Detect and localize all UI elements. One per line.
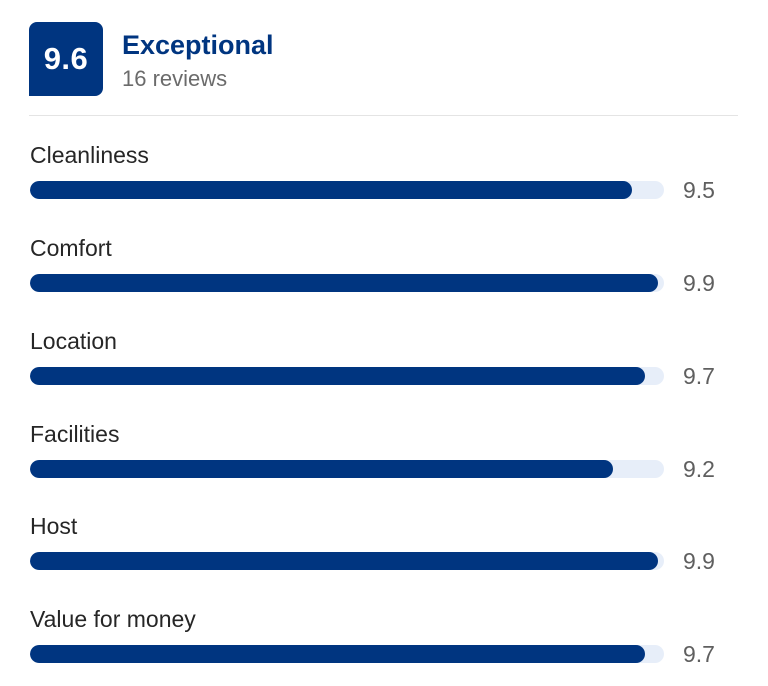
category-row-host: Host 9.9	[30, 511, 730, 586]
score-bar-track	[30, 645, 664, 663]
category-label: Comfort	[30, 235, 112, 261]
category-row-comfort: Comfort 9.9	[30, 233, 730, 308]
score-bar-track	[30, 460, 664, 478]
divider	[29, 115, 738, 116]
score-bar-fill	[30, 645, 645, 663]
category-row-location: Location 9.7	[30, 326, 730, 401]
review-count-link[interactable]: 16 reviews	[122, 66, 228, 91]
score-bar-fill	[30, 181, 633, 199]
score-bar-fill	[30, 367, 645, 385]
category-score: 9.9	[683, 270, 715, 296]
category-score: 9.7	[683, 641, 715, 667]
score-badge: 9.6	[29, 22, 103, 96]
score-bar-track	[30, 274, 664, 292]
category-label: Location	[30, 328, 117, 354]
rating-word: Exceptional	[122, 30, 274, 60]
category-label: Facilities	[30, 421, 120, 447]
category-row-value-for-money: Value for money 9.7	[30, 604, 730, 679]
category-label: Cleanliness	[30, 142, 149, 168]
score-bar-fill	[30, 552, 658, 570]
category-score: 9.5	[683, 177, 715, 203]
score-bar-track	[30, 367, 664, 385]
category-row-facilities: Facilities 9.2	[30, 419, 730, 494]
category-row-cleanliness: Cleanliness 9.5	[30, 140, 730, 215]
score-bar-track	[30, 181, 664, 199]
category-score: 9.2	[683, 456, 715, 482]
category-label: Value for money	[30, 606, 196, 632]
score-bar-fill	[30, 460, 614, 478]
score-bar-fill	[30, 274, 658, 292]
category-score: 9.9	[683, 548, 715, 574]
score-bar-track	[30, 552, 664, 570]
category-score: 9.7	[683, 363, 715, 389]
category-label: Host	[30, 513, 78, 539]
